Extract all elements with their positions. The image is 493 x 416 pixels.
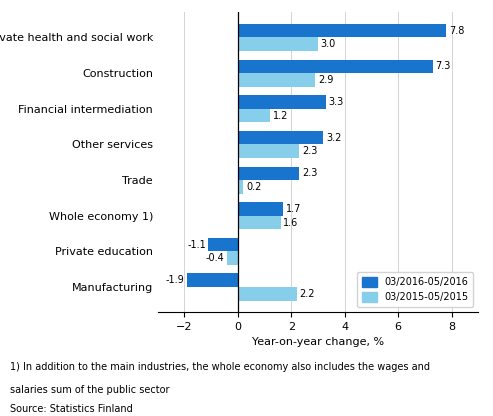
- Bar: [238, 131, 323, 144]
- X-axis label: Year-on-year change, %: Year-on-year change, %: [252, 337, 384, 347]
- Text: 1.7: 1.7: [286, 204, 301, 214]
- Text: 7.3: 7.3: [435, 61, 451, 71]
- Text: 2.9: 2.9: [318, 75, 333, 85]
- Text: 1) In addition to the main industries, the whole economy also includes the wages: 1) In addition to the main industries, t…: [10, 362, 430, 372]
- Bar: [227, 251, 238, 265]
- Text: 3.2: 3.2: [326, 133, 341, 143]
- Bar: [238, 37, 318, 51]
- Text: Source: Statistics Finland: Source: Statistics Finland: [10, 404, 133, 414]
- Bar: [238, 287, 297, 301]
- Text: 1.6: 1.6: [283, 218, 299, 228]
- Text: 3.3: 3.3: [329, 97, 344, 107]
- Text: 0.2: 0.2: [246, 182, 261, 192]
- Bar: [238, 216, 281, 229]
- Bar: [238, 202, 283, 216]
- Bar: [187, 273, 238, 287]
- Bar: [238, 180, 243, 193]
- Text: 7.8: 7.8: [449, 26, 464, 36]
- Text: -0.4: -0.4: [206, 253, 224, 263]
- Text: -1.9: -1.9: [166, 275, 184, 285]
- Bar: [238, 59, 433, 73]
- Bar: [238, 144, 299, 158]
- Legend: 03/2016-05/2016, 03/2015-05/2015: 03/2016-05/2016, 03/2015-05/2015: [357, 272, 473, 307]
- Text: 2.2: 2.2: [299, 289, 315, 299]
- Bar: [238, 95, 326, 109]
- Text: 2.3: 2.3: [302, 146, 317, 156]
- Text: -1.1: -1.1: [187, 240, 206, 250]
- Bar: [238, 24, 446, 37]
- Bar: [238, 73, 316, 87]
- Text: 1.2: 1.2: [273, 111, 288, 121]
- Bar: [238, 109, 270, 122]
- Bar: [209, 238, 238, 251]
- Bar: [238, 166, 299, 180]
- Text: 2.3: 2.3: [302, 168, 317, 178]
- Text: salaries sum of the public sector: salaries sum of the public sector: [10, 385, 170, 395]
- Text: 3.0: 3.0: [320, 39, 336, 49]
